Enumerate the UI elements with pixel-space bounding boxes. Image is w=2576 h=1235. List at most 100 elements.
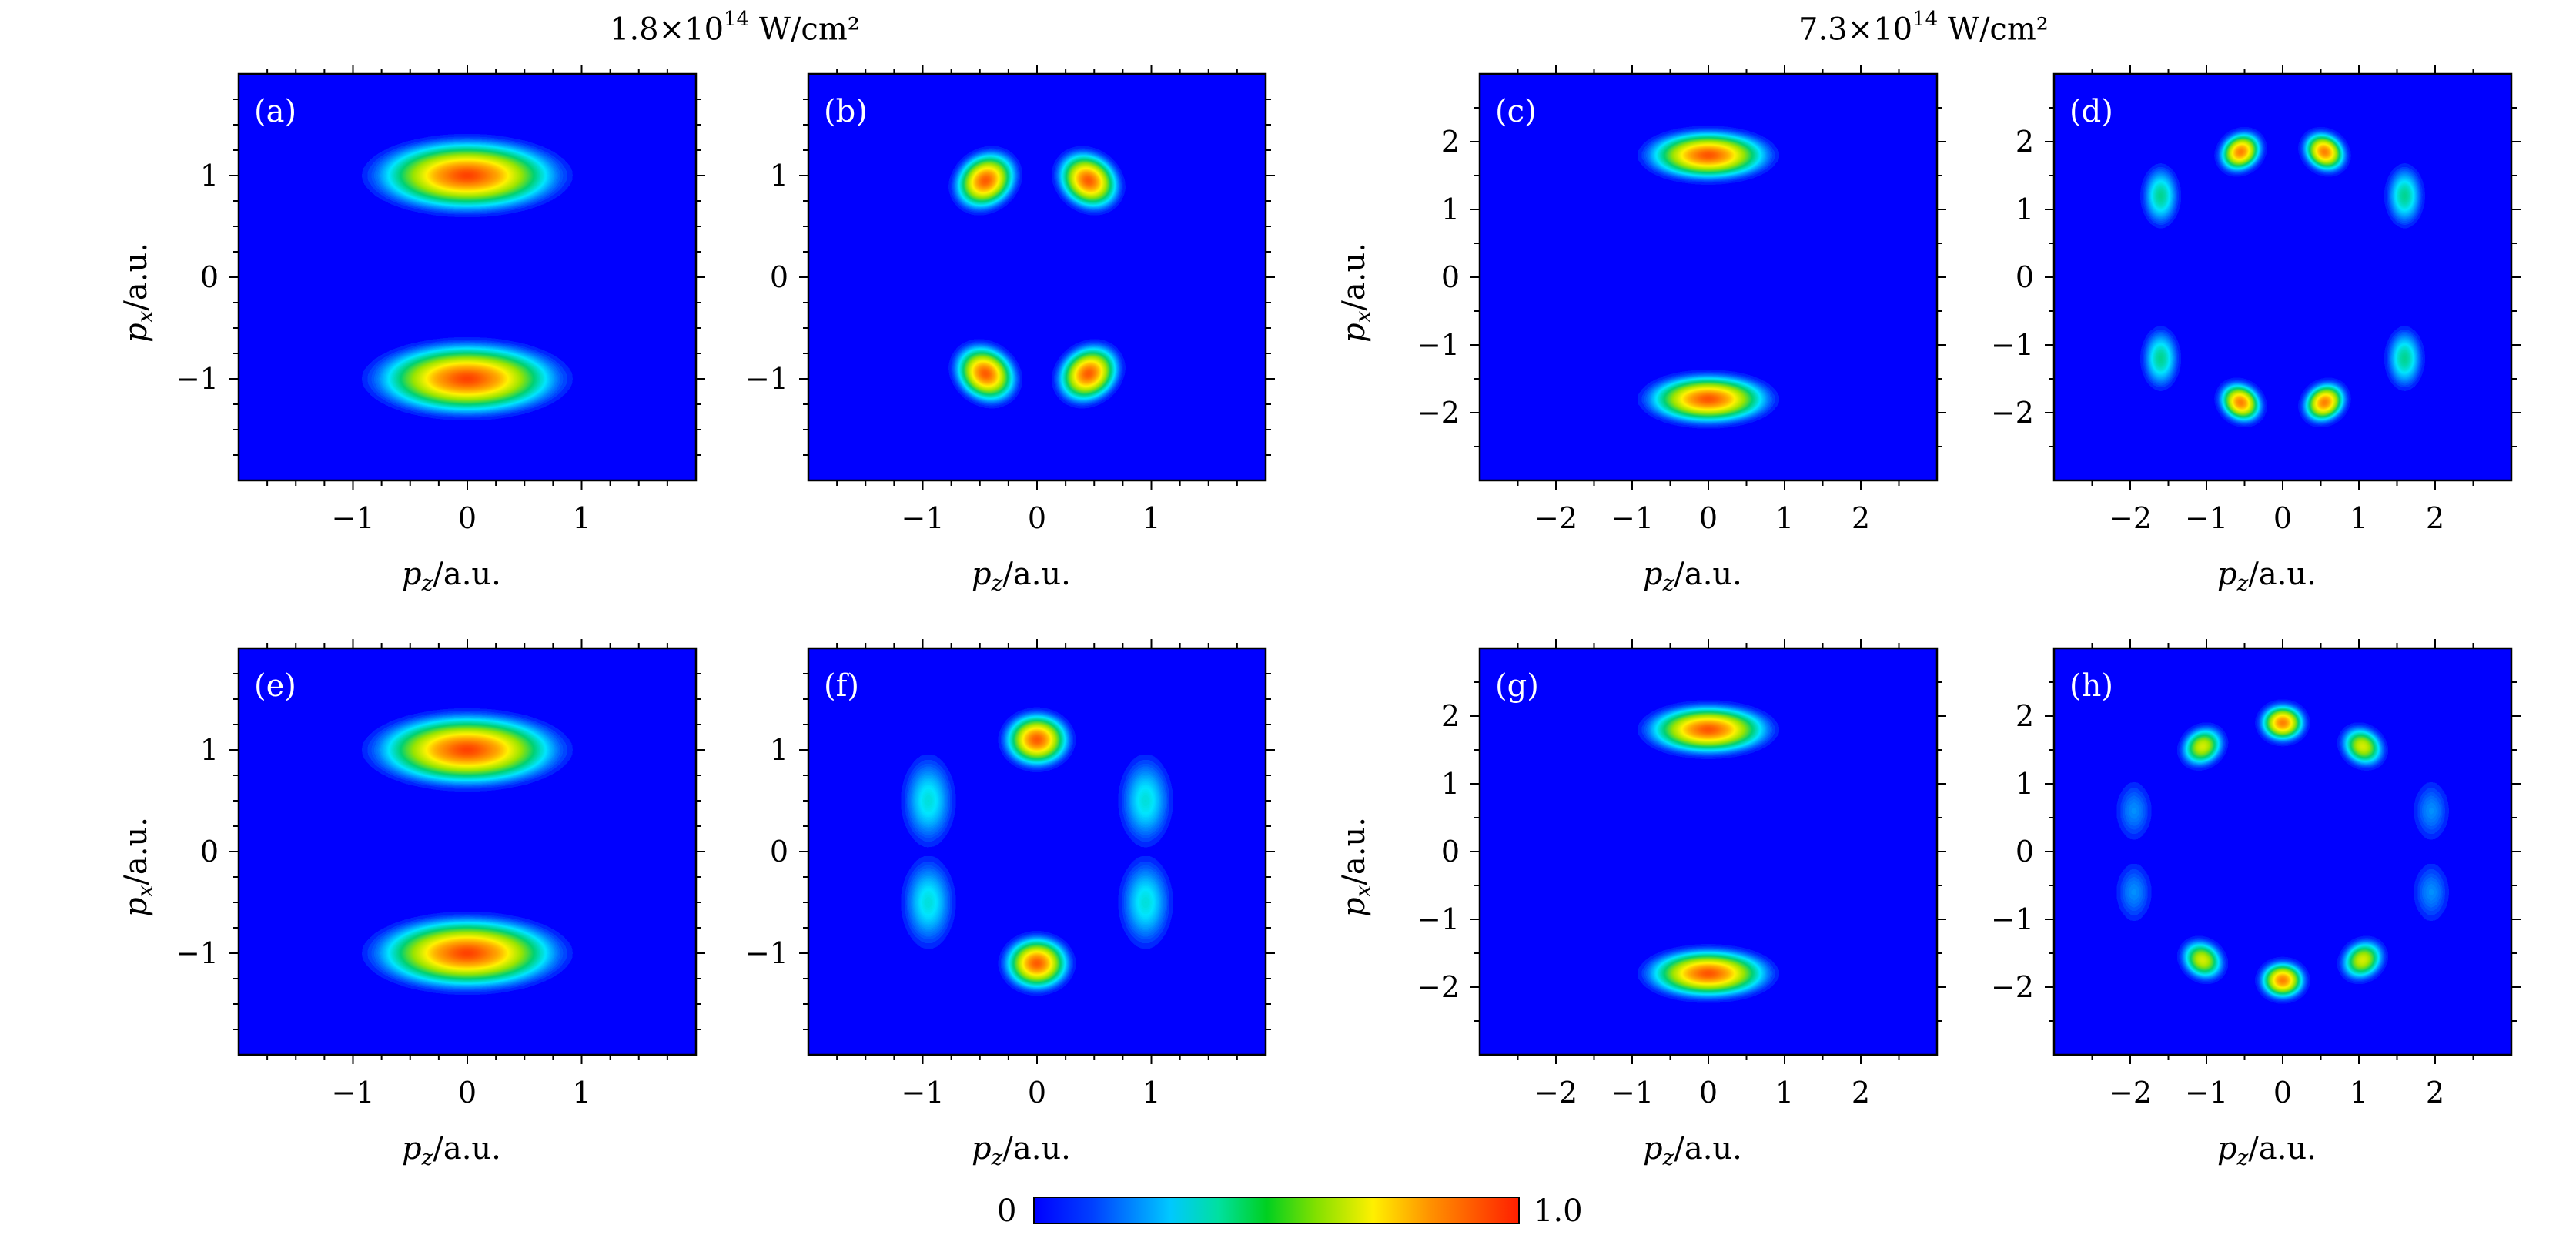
x-tick-label: 0 bbox=[2273, 501, 2292, 535]
y-tick-label: 0 bbox=[1441, 835, 1460, 869]
heatmap-peak bbox=[1116, 852, 1175, 953]
x-axis-label: pz/a.u. bbox=[402, 1131, 501, 1170]
heatmap-peak bbox=[1635, 372, 1781, 427]
panel-b: −1 0 1 −1 0 1 (b) pz/a.u. bbox=[745, 65, 1275, 596]
heatmap-peak bbox=[1635, 128, 1781, 182]
heatmap-peak bbox=[899, 852, 958, 953]
y-tick-label: 2 bbox=[2016, 699, 2034, 733]
x-tick-label: −1 bbox=[2185, 501, 2228, 535]
y-tick-label: 0 bbox=[200, 835, 219, 869]
heatmap-peak bbox=[1052, 147, 1124, 214]
heatmap-peak bbox=[1635, 702, 1781, 757]
panel-label: (d) bbox=[2069, 94, 2113, 129]
x-axis-label: pz/a.u. bbox=[2217, 1131, 2317, 1170]
x-axis-label: pz/a.u. bbox=[402, 557, 501, 596]
x-tick-label: 2 bbox=[1852, 501, 1870, 535]
x-tick-label: −1 bbox=[331, 1076, 374, 1109]
panel-label: (b) bbox=[824, 94, 868, 129]
colorbar-min-label: 0 bbox=[997, 1193, 1017, 1229]
heatmap-peak bbox=[2141, 324, 2180, 393]
y-tick-label: −2 bbox=[1991, 396, 2034, 430]
colorbar-max-label: 1.0 bbox=[1534, 1193, 1583, 1229]
y-tick-label: 1 bbox=[2016, 192, 2034, 226]
heatmap-peak bbox=[1635, 946, 1781, 1001]
heatmap-peak bbox=[1116, 750, 1175, 852]
x-tick-label: −1 bbox=[331, 501, 374, 535]
heatmap-peak bbox=[2115, 858, 2153, 926]
x-tick-label: −1 bbox=[2185, 1076, 2228, 1109]
y-tick-label: 1 bbox=[200, 159, 219, 192]
heatmap-peak bbox=[2141, 162, 2180, 230]
heatmap-peak bbox=[358, 912, 577, 994]
heatmap bbox=[2054, 648, 2511, 1055]
x-tick-label: 1 bbox=[572, 1076, 590, 1109]
heatmap bbox=[1480, 648, 1937, 1055]
heatmap-peak bbox=[2115, 777, 2153, 845]
y-tick-label: 2 bbox=[2016, 125, 2034, 159]
heatmap-peak bbox=[1052, 340, 1124, 407]
heatmap-peak bbox=[999, 932, 1076, 994]
heatmap-peak bbox=[2257, 702, 2308, 744]
heatmap-peak bbox=[2385, 324, 2424, 393]
x-tick-label: 0 bbox=[1028, 501, 1046, 535]
x-axis-label: pz/a.u. bbox=[1643, 1131, 1742, 1170]
y-tick-label: 1 bbox=[770, 733, 788, 767]
x-tick-label: −2 bbox=[2109, 1076, 2152, 1109]
x-tick-label: −1 bbox=[1611, 1076, 1654, 1109]
y-tick-label: −2 bbox=[1417, 396, 1460, 430]
x-tick-label: 0 bbox=[2273, 1076, 2292, 1109]
x-tick-label: −1 bbox=[901, 1076, 944, 1109]
panel-label: (f) bbox=[824, 668, 859, 704]
intensity-label-left: 1.8×1014 W/cm² bbox=[610, 8, 860, 48]
x-tick-label: 2 bbox=[2426, 1076, 2444, 1109]
panel-g: −2 −1 0 1 2 −2 −1 0 1 2 (g) pz/a.u. px/a.u. bbox=[1337, 639, 1946, 1170]
y-tick-label: 0 bbox=[2016, 260, 2034, 294]
x-tick-label: 1 bbox=[2350, 1076, 2368, 1109]
x-axis-label: pz/a.u. bbox=[972, 1131, 1071, 1170]
y-tick-label: −1 bbox=[745, 362, 788, 396]
intensity-label-right: 7.3×1014 W/cm² bbox=[1798, 8, 2049, 48]
heatmap bbox=[808, 648, 1266, 1055]
heatmap-peak bbox=[2339, 938, 2387, 982]
heatmap-peak bbox=[2412, 858, 2451, 926]
heatmap-peak bbox=[2216, 380, 2265, 425]
y-axis-label: px/a.u. bbox=[1337, 817, 1376, 917]
y-tick-label: 2 bbox=[1441, 125, 1460, 159]
x-tick-label: 1 bbox=[1142, 501, 1160, 535]
heatmap-peak bbox=[2300, 129, 2349, 174]
heatmap-peak bbox=[358, 338, 577, 420]
x-tick-label: 1 bbox=[572, 501, 590, 535]
y-tick-label: 0 bbox=[770, 835, 788, 869]
x-tick-label: −1 bbox=[901, 501, 944, 535]
x-tick-label: 0 bbox=[458, 1076, 477, 1109]
panel-f: −1 0 1 −1 0 1 (f) pz/a.u. bbox=[745, 639, 1275, 1170]
heatmap-peak bbox=[950, 147, 1022, 214]
panel-d: −2 −1 0 1 2 −2 −1 0 1 2 (d) pz/a.u. bbox=[1991, 65, 2521, 596]
panel-e: −1 0 1 −1 0 1 (e) pz/a.u. px/a.u. bbox=[119, 639, 705, 1170]
y-axis-label: px/a.u. bbox=[1337, 243, 1376, 343]
heatmap-peak bbox=[950, 340, 1022, 407]
x-axis-label: pz/a.u. bbox=[1643, 557, 1742, 596]
heatmap-peak bbox=[2257, 959, 2308, 1001]
x-tick-label: −1 bbox=[1611, 501, 1654, 535]
x-tick-label: 0 bbox=[458, 501, 477, 535]
heatmap-peak bbox=[2216, 129, 2265, 174]
figure-panels: −1 0 1 −1 0 1 (a) pz/a.u. px/a.u. −1 0 1 −1 0 1 (b) pz/a… bbox=[119, 65, 2521, 1170]
y-tick-label: −1 bbox=[176, 936, 219, 970]
y-axis-label: px/a.u. bbox=[119, 243, 158, 343]
y-tick-label: 2 bbox=[1441, 699, 1460, 733]
x-tick-label: 2 bbox=[1852, 1076, 1870, 1109]
heatmap bbox=[2054, 74, 2511, 480]
colorbar bbox=[1033, 1197, 1520, 1224]
y-tick-label: 0 bbox=[200, 260, 219, 294]
heatmap-peak bbox=[2179, 938, 2226, 982]
heatmap-peak bbox=[358, 709, 577, 791]
y-tick-label: 1 bbox=[200, 733, 219, 767]
x-tick-label: 0 bbox=[1699, 501, 1718, 535]
panel-label: (a) bbox=[254, 94, 296, 129]
x-axis-label: pz/a.u. bbox=[2217, 557, 2317, 596]
heatmap-peak bbox=[899, 750, 958, 852]
heatmap-peak bbox=[2412, 777, 2451, 845]
y-tick-label: −1 bbox=[1417, 328, 1460, 362]
heatmap bbox=[808, 74, 1266, 480]
